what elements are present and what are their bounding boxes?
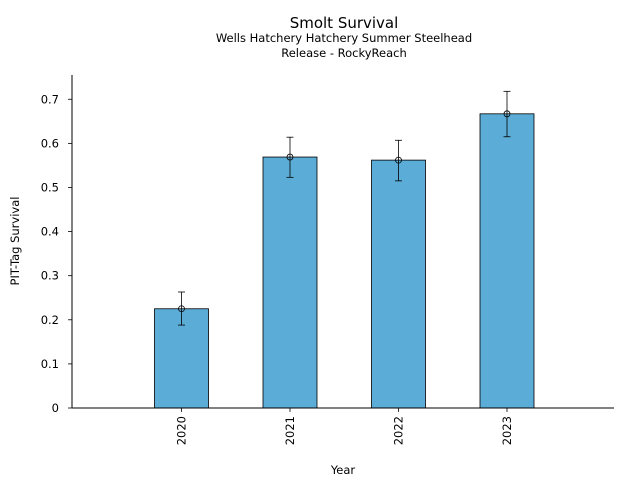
x-axis-label: Year (330, 463, 356, 477)
y-tick-label: 0.7 (41, 92, 59, 106)
point-marker-2022 (395, 156, 402, 164)
y-axis-label: PIT-Tag Survival (8, 197, 22, 286)
x-tick-label: 2022 (392, 416, 406, 445)
y-tick-label: 0 (52, 401, 59, 415)
point-marker-2021 (286, 153, 294, 161)
x-tick-label: 2020 (175, 416, 189, 445)
chart-subtitle-line-2: Release - RockyReach (281, 46, 407, 60)
bar-2021 (262, 156, 318, 409)
plot-area (154, 90, 535, 409)
chart-title: Smolt Survival (290, 14, 399, 32)
y-tick-label: 0.4 (41, 225, 59, 239)
y-tick-label: 0.3 (41, 269, 59, 283)
y-tick-label: 0.5 (41, 180, 59, 194)
y-tick-label: 0.6 (41, 136, 59, 150)
y-tick-label: 0.2 (41, 313, 59, 327)
x-tick-label: 2021 (283, 416, 297, 445)
x-axis-ticks: 2020 2021 2022 2023 (175, 408, 514, 445)
bar-2022 (371, 159, 426, 409)
point-marker-2023 (503, 110, 511, 118)
x-tick-label: 2023 (500, 416, 514, 445)
y-axis-ticks: 0 0.1 0.2 0.3 0.4 0.5 0.6 0.7 (41, 92, 72, 415)
chart-subtitle-line-1: Wells Hatchery Hatchery Summer Steelhead (216, 31, 472, 45)
bar-2023 (479, 113, 535, 409)
point-marker-2020 (178, 305, 185, 313)
y-tick-label: 0.1 (41, 357, 59, 371)
